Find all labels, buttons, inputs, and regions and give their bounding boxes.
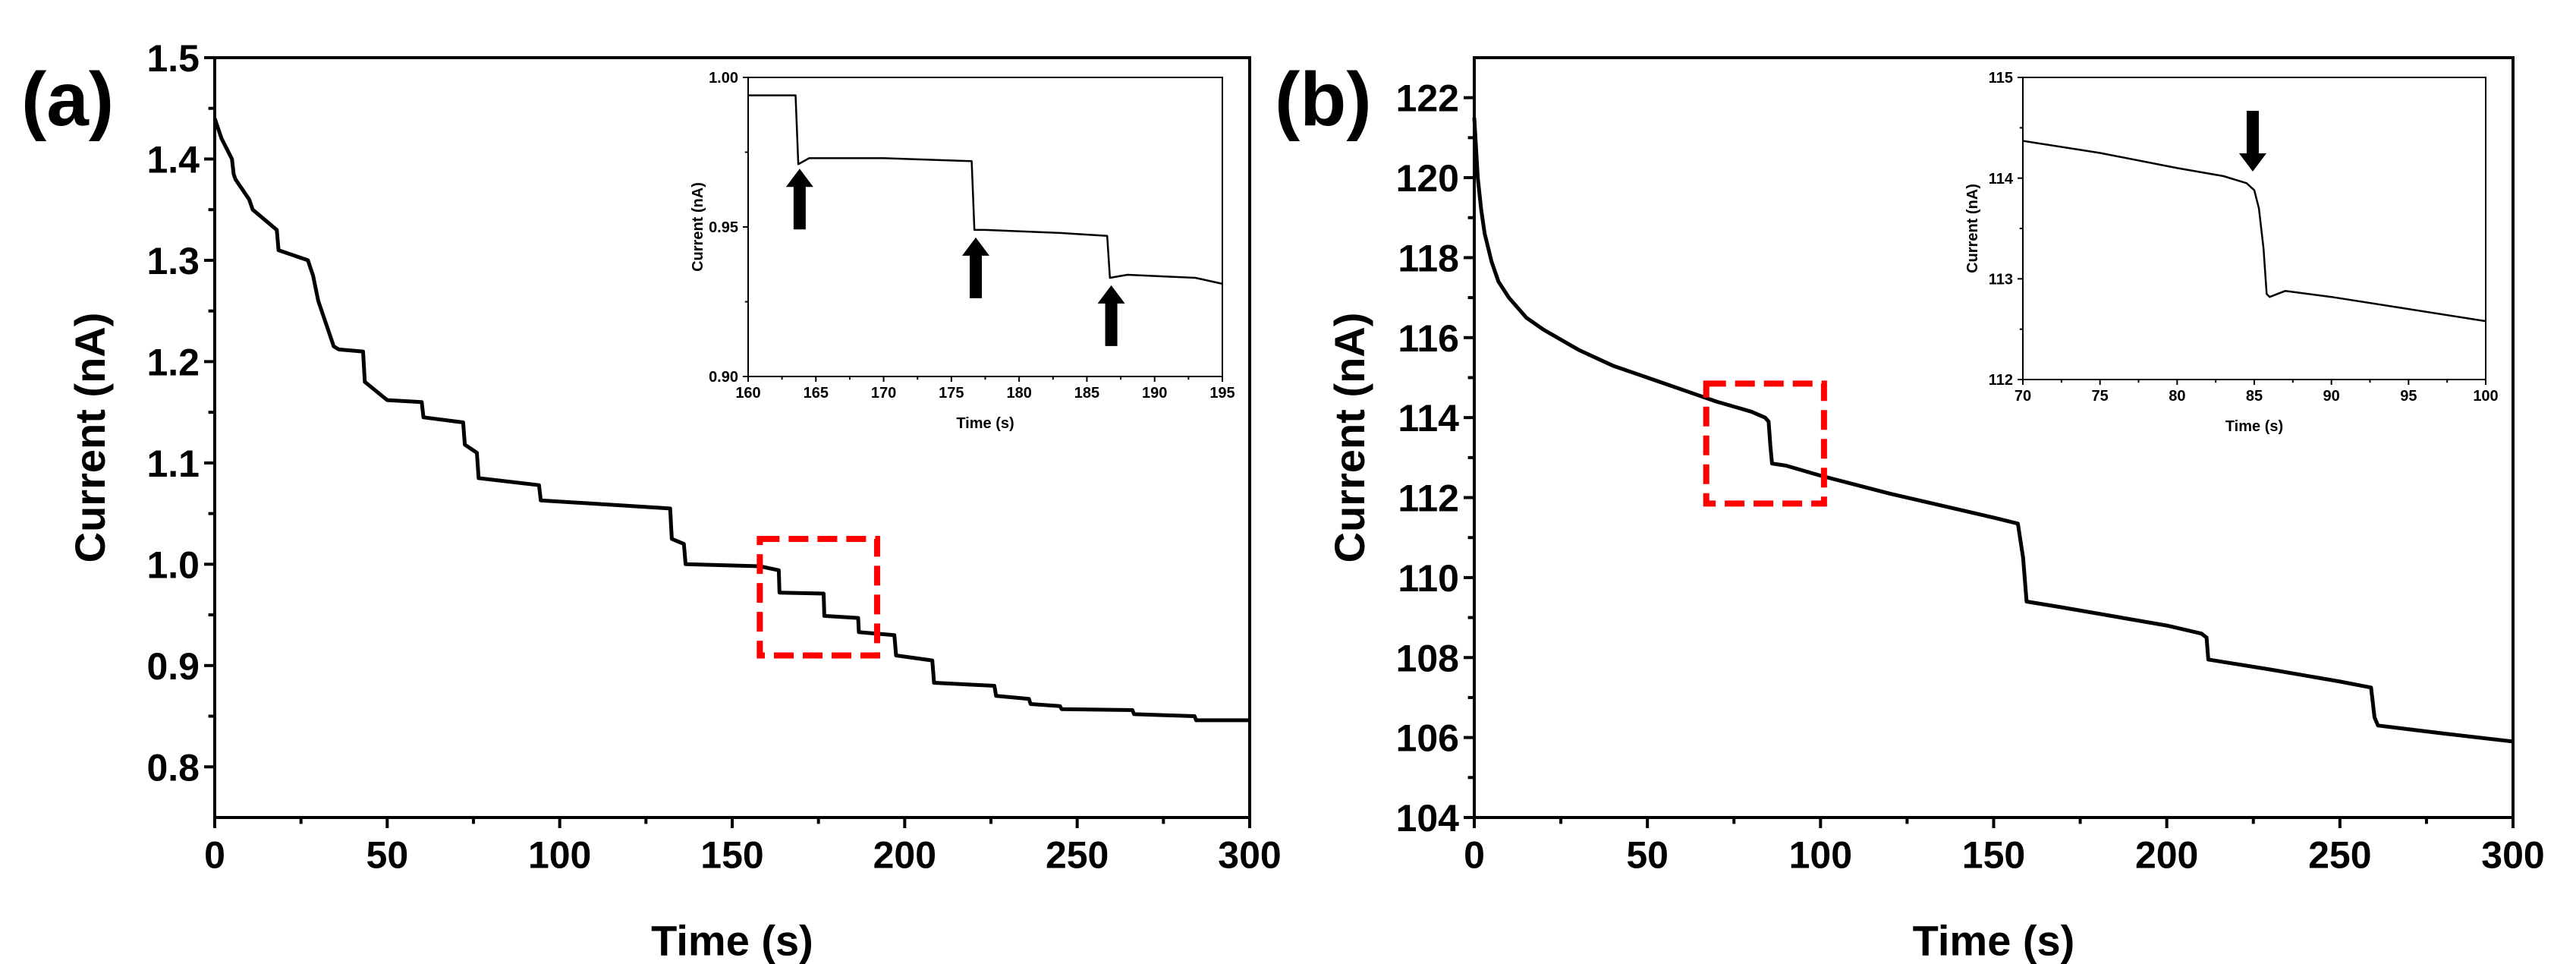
y-tick-label: 0.9 — [146, 645, 200, 688]
y-tick-label: 1.1 — [146, 443, 200, 485]
y-tick-label: 0.8 — [146, 746, 200, 789]
inset-data-line — [748, 94, 1223, 285]
inset-data-line — [2022, 140, 2486, 323]
inset-chart: 160 165 170 175 180 185 190 195 0.90 0.95 1.00 Time… — [690, 70, 1235, 432]
x-tick-label: 50 — [1626, 834, 1669, 877]
inset-x-tick-label: 190 — [1142, 385, 1167, 402]
y-tick-label: 106 — [1396, 717, 1459, 760]
arrow-up-icon — [785, 169, 813, 230]
inset-x-tick-label: 70 — [2015, 388, 2031, 405]
x-tick-label: 250 — [1046, 834, 1109, 877]
y-tick-label: 1.2 — [146, 341, 200, 383]
inset-x-tick-label: 175 — [939, 385, 964, 402]
panel-label: (b) — [1275, 57, 1372, 142]
x-tick-label: 300 — [1218, 834, 1281, 877]
arrow-up-icon — [1097, 285, 1125, 346]
inset-x-axis-title: Time (s) — [2225, 418, 2283, 435]
x-tick-label: 200 — [873, 834, 936, 877]
inset-y-tick-label: 115 — [1989, 70, 2013, 87]
inset-x-tick-label: 180 — [1006, 385, 1031, 402]
x-tick-label: 150 — [700, 834, 763, 877]
inset-x-tick-label: 90 — [2323, 388, 2340, 405]
x-tick-label: 250 — [2308, 834, 2371, 877]
x-axis-title: Time (s) — [651, 917, 813, 964]
inset-x-axis-title: Time (s) — [956, 415, 1014, 432]
inset-y-axis-title: Current (nA) — [1964, 184, 1981, 273]
zoom-region-box — [756, 535, 880, 659]
y-tick-label: 118 — [1398, 237, 1459, 279]
x-tick-label: 0 — [1464, 834, 1485, 877]
inset-plot-frame — [747, 77, 1223, 377]
y-axis-title: Current (nA) — [1326, 313, 1373, 563]
x-tick-label: 50 — [366, 834, 409, 877]
inset-x-tick-label: 165 — [804, 385, 829, 402]
inset-x-tick-label: 80 — [2169, 388, 2185, 405]
inset-y-tick-label: 0.95 — [709, 219, 738, 236]
data-line — [1472, 117, 2514, 744]
x-tick-label: 100 — [528, 834, 591, 877]
y-tick-label: 122 — [1396, 77, 1459, 120]
x-tick-label: 300 — [2481, 834, 2544, 877]
inset-x-tick-label: 95 — [2400, 388, 2417, 405]
y-tick-label: 114 — [1398, 397, 1459, 439]
inset-y-tick-label: 114 — [1989, 171, 2014, 187]
inset-y-tick-label: 112 — [1989, 372, 2013, 389]
panel-label: (a) — [21, 57, 114, 142]
x-tick-label: 0 — [204, 834, 225, 877]
panel-b: (b) 0 50 100 150 200 250 300 104 106 108 110 112 114 1… — [1275, 56, 2545, 964]
data-line — [212, 118, 1250, 723]
zoom-region-box — [1703, 380, 1827, 507]
inset-chart: 70 75 80 85 90 95 100 112 113 114 115 Time (s) Curre… — [1964, 70, 2499, 435]
inset-x-tick-label: 185 — [1074, 385, 1099, 402]
y-axis-title: Current (nA) — [66, 313, 114, 563]
x-tick-label: 150 — [1962, 834, 2025, 877]
y-tick-label: 108 — [1396, 637, 1459, 679]
inset-x-tick-label: 170 — [871, 385, 896, 402]
arrow-up-icon — [962, 237, 989, 298]
x-axis-title: Time (s) — [1913, 917, 2075, 964]
inset-x-tick-label: 195 — [1209, 385, 1235, 402]
inset-y-tick-label: 0.90 — [709, 369, 738, 386]
y-tick-label: 104 — [1396, 797, 1460, 840]
inset-y-tick-label: 1.00 — [709, 70, 738, 87]
x-tick-label: 200 — [2135, 834, 2198, 877]
inset-y-axis-title: Current (nA) — [690, 182, 706, 272]
y-tick-label: 1.3 — [146, 240, 200, 282]
y-tick-label: 110 — [1398, 557, 1459, 600]
y-tick-label: 1.4 — [146, 138, 200, 181]
inset-y-tick-label: 113 — [1989, 272, 2013, 288]
y-tick-label: 112 — [1398, 477, 1459, 520]
y-tick-label: 116 — [1398, 317, 1459, 360]
inset-x-tick-label: 85 — [2246, 388, 2263, 405]
inset-x-tick-label: 75 — [2092, 388, 2109, 405]
x-tick-label: 100 — [1789, 834, 1852, 877]
y-tick-label: 120 — [1396, 157, 1459, 200]
panel-a: (a) 0 50 100 150 200 250 300 0.8 0.9 1.0 1.1 1.2 1.3 1… — [21, 37, 1282, 964]
y-tick-label: 1.0 — [146, 543, 200, 586]
inset-x-tick-label: 160 — [735, 385, 760, 402]
inset-x-tick-label: 100 — [2473, 388, 2498, 405]
y-tick-label: 1.5 — [146, 37, 200, 80]
arrow-down-icon — [2238, 111, 2266, 172]
